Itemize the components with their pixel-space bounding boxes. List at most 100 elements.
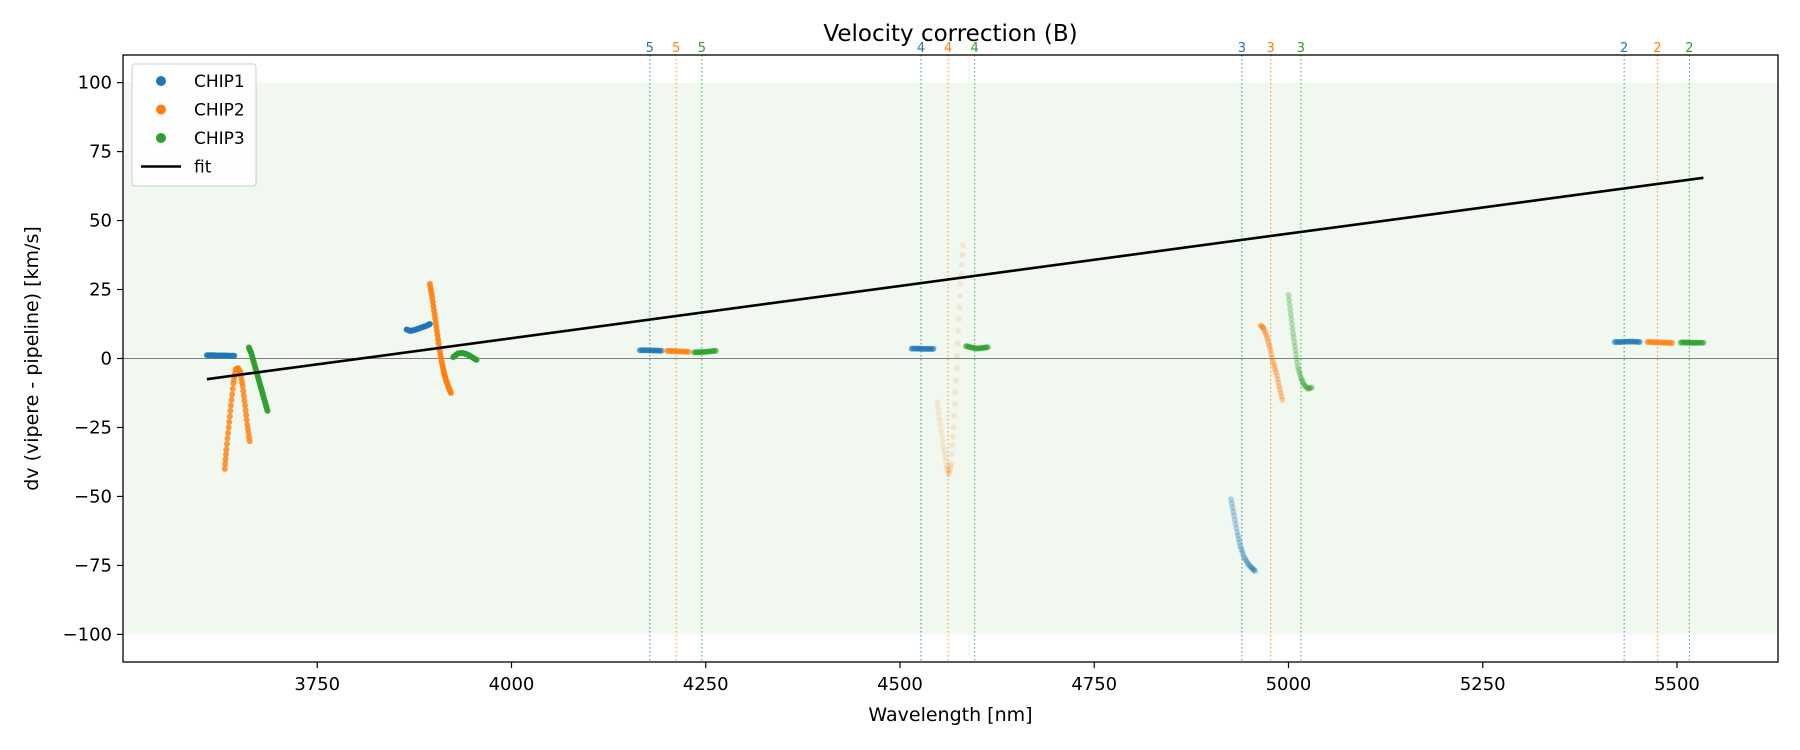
point-chip2 bbox=[958, 261, 965, 268]
point-chip2 bbox=[1266, 341, 1273, 348]
point-chip3 bbox=[1287, 306, 1294, 313]
point-chip2 bbox=[246, 438, 253, 445]
legend-marker-chip2 bbox=[156, 104, 166, 115]
point-chip2 bbox=[225, 429, 232, 436]
point-chip2 bbox=[1277, 389, 1284, 396]
point-chip2 bbox=[935, 405, 942, 412]
point-chip2 bbox=[934, 399, 941, 406]
point-chip1 bbox=[1240, 551, 1247, 558]
point-chip3 bbox=[984, 344, 991, 351]
point-chip2 bbox=[1278, 393, 1285, 400]
point-chip2 bbox=[1266, 344, 1273, 351]
point-chip1 bbox=[1249, 565, 1256, 572]
point-chip1 bbox=[1243, 557, 1250, 564]
order-label: 5 bbox=[672, 41, 680, 56]
point-chip1 bbox=[1241, 554, 1248, 561]
point-chip3 bbox=[1296, 369, 1303, 376]
y-tick-label: 100 bbox=[78, 73, 112, 94]
point-chip3 bbox=[1304, 385, 1311, 392]
point-chip3 bbox=[1302, 383, 1309, 390]
point-chip2 bbox=[685, 348, 692, 355]
point-chip2 bbox=[1272, 366, 1279, 373]
point-chip2 bbox=[947, 465, 954, 472]
point-chip1 bbox=[1246, 562, 1253, 569]
point-chip2 bbox=[940, 443, 947, 450]
point-chip2 bbox=[1259, 323, 1266, 330]
point-chip3 bbox=[1287, 311, 1294, 318]
point-chip2 bbox=[956, 304, 963, 311]
point-chip3 bbox=[1290, 334, 1297, 341]
point-chip3 bbox=[1295, 366, 1302, 373]
point-chip2 bbox=[951, 412, 958, 419]
point-chip1 bbox=[1239, 548, 1246, 555]
point-chip1 bbox=[1251, 567, 1258, 574]
point-chip1 bbox=[1248, 564, 1255, 571]
point-chip1 bbox=[1636, 338, 1643, 345]
point-chip1 bbox=[1235, 536, 1242, 543]
point-chip2 bbox=[225, 424, 232, 431]
point-chip3 bbox=[1303, 384, 1310, 391]
point-chip2 bbox=[945, 471, 952, 478]
order-label: 2 bbox=[1653, 41, 1661, 56]
point-chip2 bbox=[959, 242, 966, 249]
point-chip2 bbox=[221, 465, 228, 472]
point-chip2 bbox=[1273, 372, 1280, 379]
point-chip2 bbox=[959, 252, 966, 259]
point-chip1 bbox=[930, 345, 937, 352]
point-chip3 bbox=[1700, 339, 1707, 346]
y-tick-label: 75 bbox=[89, 142, 112, 163]
legend: CHIP1 CHIP2 CHIP3 fit bbox=[131, 63, 257, 187]
point-chip3 bbox=[1294, 359, 1301, 366]
order-label: 3 bbox=[1266, 41, 1274, 56]
point-chip1 bbox=[1229, 504, 1236, 511]
data-points bbox=[203, 242, 1707, 574]
point-chip3 bbox=[1300, 379, 1307, 386]
point-chip2 bbox=[227, 407, 234, 414]
x-tick-label: 5250 bbox=[1460, 674, 1506, 695]
x-tick-label: 5000 bbox=[1266, 674, 1312, 695]
point-chip2 bbox=[228, 396, 235, 403]
point-chip2 bbox=[946, 468, 953, 475]
point-chip1 bbox=[1232, 521, 1239, 528]
point-chip1 bbox=[426, 321, 433, 328]
point-chip2 bbox=[1269, 358, 1276, 365]
x-axis-label: Wavelength [nm] bbox=[868, 704, 1032, 726]
point-chip1 bbox=[1230, 508, 1237, 515]
point-chip2 bbox=[1275, 379, 1282, 386]
point-chip2 bbox=[954, 340, 961, 347]
point-chip3 bbox=[1293, 351, 1300, 358]
point-chip2 bbox=[957, 292, 964, 299]
point-chip2 bbox=[228, 402, 235, 409]
point-chip2 bbox=[1263, 333, 1270, 340]
point-chip2 bbox=[1269, 354, 1276, 361]
order-label: 4 bbox=[944, 41, 952, 56]
point-chip2 bbox=[1257, 322, 1264, 329]
order-label: 2 bbox=[1685, 41, 1693, 56]
point-chip1 bbox=[1237, 543, 1244, 550]
order-label: 5 bbox=[646, 41, 654, 56]
point-chip3 bbox=[1293, 355, 1300, 362]
y-axis-label: dv (vipere - pipeline) [km/s] bbox=[21, 226, 43, 491]
point-chip2 bbox=[938, 432, 945, 439]
x-tick-label: 5500 bbox=[1654, 674, 1700, 695]
point-chip2 bbox=[222, 451, 229, 458]
point-chip3 bbox=[1302, 382, 1309, 389]
point-chip1 bbox=[1238, 545, 1245, 552]
point-chip1 bbox=[1236, 539, 1243, 546]
point-chip3 bbox=[1307, 384, 1314, 391]
point-chip2 bbox=[1260, 325, 1267, 332]
point-chip3 bbox=[1294, 363, 1301, 370]
point-chip2 bbox=[944, 467, 951, 474]
point-chip1 bbox=[1247, 563, 1254, 570]
point-chip2 bbox=[955, 327, 962, 334]
legend-label: CHIP2 bbox=[194, 101, 245, 121]
legend-label: CHIP3 bbox=[194, 129, 245, 149]
x-tick-label: 4500 bbox=[877, 674, 923, 695]
point-chip2 bbox=[1261, 327, 1268, 334]
order-label: 4 bbox=[970, 41, 978, 56]
legend-marker-chip1 bbox=[156, 76, 166, 86]
point-chip2 bbox=[242, 407, 249, 414]
legend-box bbox=[131, 63, 257, 187]
y-tick-label: −75 bbox=[74, 555, 112, 576]
point-chip1 bbox=[658, 347, 665, 354]
